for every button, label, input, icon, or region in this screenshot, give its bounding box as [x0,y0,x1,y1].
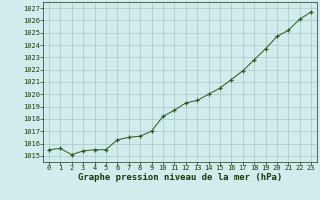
X-axis label: Graphe pression niveau de la mer (hPa): Graphe pression niveau de la mer (hPa) [78,173,282,182]
